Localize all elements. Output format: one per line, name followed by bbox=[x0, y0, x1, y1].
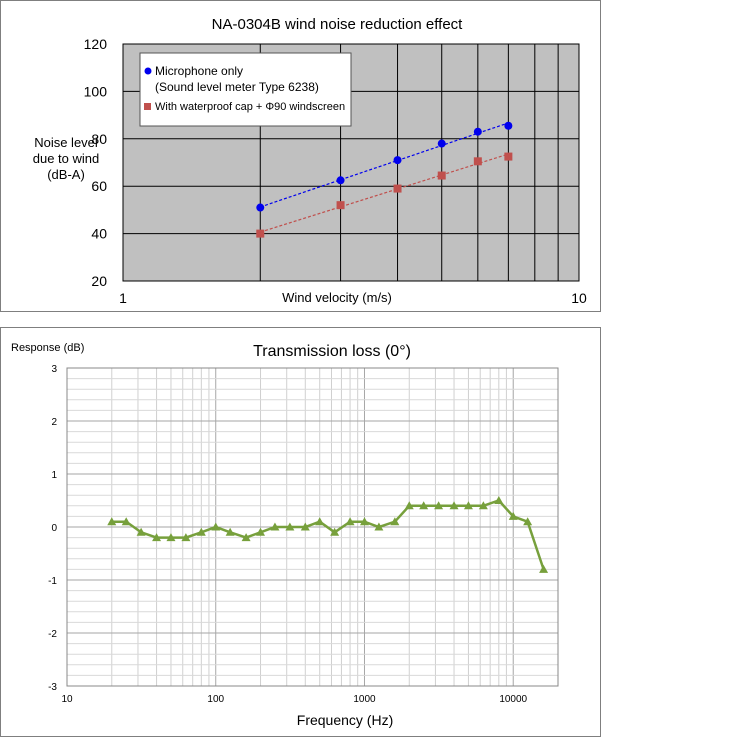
y-tick-label: 1 bbox=[51, 470, 57, 481]
data-point-series-0 bbox=[374, 522, 384, 531]
grid-lines bbox=[67, 367, 558, 687]
data-point-series-0 bbox=[330, 527, 340, 536]
x-tick-labels: 10 100 1000 10000 bbox=[61, 694, 527, 705]
y-axis-label-line3: (dB-A) bbox=[47, 167, 85, 182]
data-point-series-0 bbox=[270, 522, 280, 531]
y-axis-label-line1: Noise level bbox=[34, 135, 98, 150]
data-point-series-0 bbox=[437, 139, 446, 148]
data-point-series-0 bbox=[463, 501, 473, 510]
data-point-series-0 bbox=[300, 522, 310, 531]
data-point-series-1 bbox=[437, 171, 446, 180]
data-point-series-0 bbox=[152, 533, 162, 542]
chart-title: NA-0304B wind noise reduction effect bbox=[212, 16, 464, 33]
data-point-series-0 bbox=[473, 127, 482, 136]
y-tick-label: 40 bbox=[91, 226, 107, 242]
data-point-series-0 bbox=[121, 517, 131, 526]
legend-label-microphone: Microphone only bbox=[155, 64, 243, 78]
data-point-series-0 bbox=[404, 501, 414, 510]
y-axis-label-line2: due to wind bbox=[33, 151, 100, 166]
wind-noise-chart-panel: NA-0304B wind noise reduction effect 20 4… bbox=[0, 0, 601, 312]
data-point-series-0 bbox=[211, 522, 221, 531]
data-point-series-0 bbox=[449, 501, 459, 510]
data-point-series-0 bbox=[390, 517, 400, 526]
data-point-series-0 bbox=[107, 517, 117, 526]
transmission-loss-chart: Response (dB) Transmission loss (0°) -3-… bbox=[11, 342, 559, 728]
y-axis-label: Response (dB) bbox=[11, 342, 84, 354]
data-point-series-0 bbox=[478, 501, 488, 510]
trendline-series-0 bbox=[260, 122, 509, 208]
data-point-series-1 bbox=[473, 157, 482, 166]
data-point-series-0 bbox=[494, 496, 504, 504]
y-tick-label: 0 bbox=[51, 523, 57, 534]
legend-marker-windscreen bbox=[144, 103, 151, 110]
y-tick-labels: 20 40 60 80 100 120 bbox=[84, 36, 108, 289]
y-tick-label: 100 bbox=[84, 83, 108, 99]
chart-title: Transmission loss (0°) bbox=[253, 343, 411, 360]
data-point-series-0 bbox=[256, 203, 265, 212]
data-point-series-0 bbox=[285, 522, 295, 531]
data-point-series-0 bbox=[225, 527, 235, 536]
data-point-series-0 bbox=[181, 533, 191, 542]
y-tick-labels: -3 -2 -1 0 1 2 3 bbox=[48, 364, 57, 693]
y-tick-label: -3 bbox=[48, 682, 57, 693]
legend-box bbox=[139, 52, 352, 127]
x-tick-label: 10000 bbox=[499, 694, 527, 705]
data-point-series-0 bbox=[523, 517, 533, 526]
series-group bbox=[256, 121, 513, 238]
data-point-series-0 bbox=[539, 564, 549, 573]
data-point-series-0 bbox=[434, 501, 444, 510]
y-tick-label: 80 bbox=[91, 131, 107, 147]
data-point-series-0 bbox=[359, 517, 369, 526]
data-point-series-1 bbox=[393, 184, 402, 193]
data-point-series-1 bbox=[336, 201, 345, 210]
x-tick-labels: 1 10 bbox=[119, 290, 587, 306]
y-tick-label: -1 bbox=[48, 576, 57, 587]
y-tick-label: 2 bbox=[51, 417, 57, 428]
x-tick-label: 10 bbox=[571, 290, 587, 306]
x-axis-label: Wind velocity (m/s) bbox=[282, 290, 392, 305]
legend-label-windscreen: With waterproof cap + Φ90 windscreen bbox=[155, 101, 345, 113]
data-point-series-0 bbox=[419, 501, 429, 510]
data-point-series-0 bbox=[166, 533, 176, 542]
data-point-series-0 bbox=[393, 156, 402, 165]
data-point-series-0 bbox=[315, 517, 325, 526]
y-tick-label: 60 bbox=[91, 178, 107, 194]
data-point-series-0 bbox=[508, 511, 518, 520]
series-group bbox=[107, 496, 549, 573]
y-tick-label: 20 bbox=[91, 273, 107, 289]
data-point-series-1 bbox=[256, 229, 265, 238]
transmission-loss-chart-panel: Response (dB) Transmission loss (0°) -3-… bbox=[0, 327, 601, 737]
x-tick-label: 1 bbox=[119, 290, 127, 306]
x-axis-label: Frequency (Hz) bbox=[297, 712, 393, 728]
y-tick-label: 120 bbox=[84, 36, 108, 52]
data-point-series-0 bbox=[136, 527, 146, 536]
plot-area bbox=[66, 367, 559, 687]
trendline-series-1 bbox=[260, 153, 509, 233]
legend: Microphone only (Sound level meter Type … bbox=[139, 52, 352, 127]
x-tick-label: 100 bbox=[207, 694, 224, 705]
x-tick-label: 10 bbox=[61, 694, 73, 705]
legend-marker-microphone bbox=[144, 67, 152, 75]
data-point-series-0 bbox=[241, 533, 251, 542]
data-point-series-1 bbox=[504, 152, 513, 161]
y-tick-label: 3 bbox=[51, 364, 57, 375]
wind-noise-chart: NA-0304B wind noise reduction effect 20 4… bbox=[33, 16, 587, 306]
data-point-series-0 bbox=[345, 517, 355, 526]
x-tick-label: 1000 bbox=[353, 694, 376, 705]
data-point-series-0 bbox=[504, 121, 513, 130]
legend-label-microphone-line2: (Sound level meter Type 6238) bbox=[155, 80, 319, 94]
data-point-series-0 bbox=[336, 176, 345, 185]
y-tick-label: -2 bbox=[48, 629, 57, 640]
data-point-series-0 bbox=[196, 527, 206, 536]
data-point-series-0 bbox=[256, 527, 266, 536]
